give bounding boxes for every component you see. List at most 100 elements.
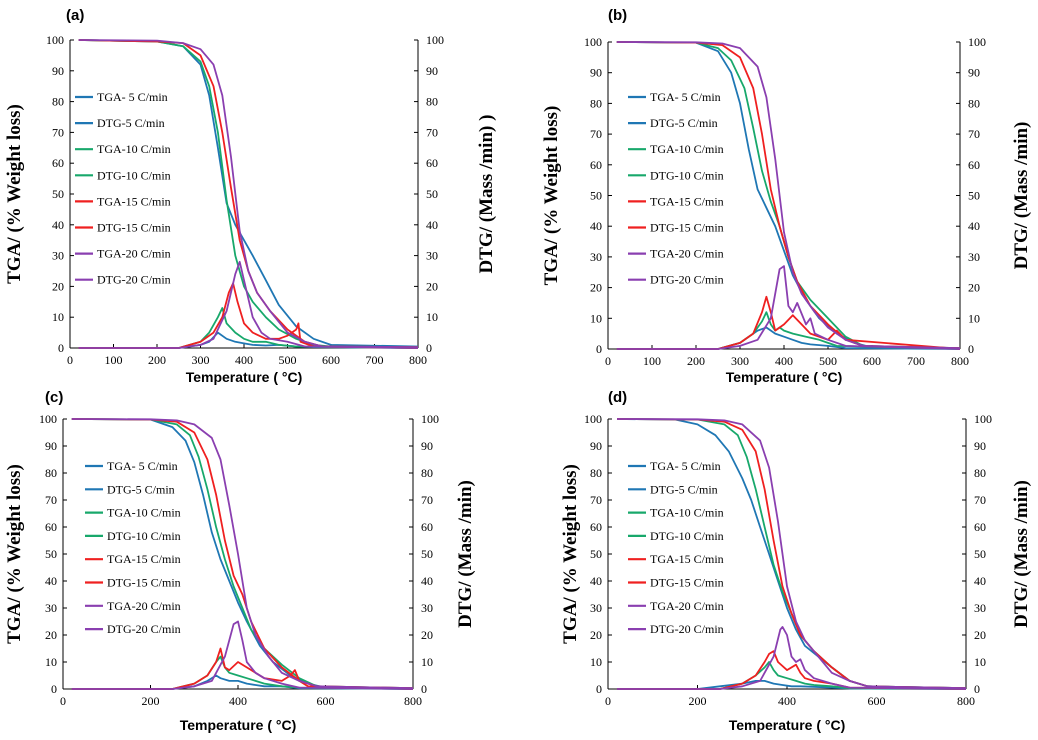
y-tick-label-right: 0: [974, 682, 980, 696]
x-tick-label: 600: [322, 353, 340, 367]
y-tick-label-right: 60: [974, 520, 986, 534]
y-axis-title-left: TGA/ (% Weight loss): [541, 106, 562, 286]
series-line-tga-15-c-min: [616, 418, 967, 690]
legend-label: DTG-15 C/min: [650, 221, 724, 235]
y-axis-title-left: TGA/ (% Weight loss): [560, 464, 581, 644]
series-line-dtg-20-c-min: [78, 260, 419, 349]
y-tick-label-right: 90: [426, 64, 438, 78]
legend-label: DTG-20 C/min: [97, 273, 171, 287]
legend-label: DTG-5 C/min: [107, 482, 175, 496]
y-tick-label-right: 70: [968, 127, 980, 141]
y-tick-label-right: 80: [426, 95, 438, 109]
series-line-tga-20-c-min: [71, 418, 414, 690]
y-tick-label-right: 10: [421, 655, 433, 669]
y-tick-label-left: 70: [52, 125, 64, 139]
y-axis-title-right: DTG/ (Mass /min): [1011, 122, 1032, 270]
y-tick-label-left: 100: [46, 33, 64, 47]
series-line-dtg-20-c-min: [616, 265, 961, 350]
y-tick-label-left: 10: [590, 311, 602, 325]
y-tick-label-right: 70: [974, 493, 986, 507]
y-tick-label-left: 20: [590, 281, 602, 295]
y-tick-label-left: 80: [590, 466, 602, 480]
series-line-dtg-20-c-min: [71, 620, 414, 690]
y-tick-label-left: 0: [58, 341, 64, 355]
legend-label: DTG-10 C/min: [107, 529, 181, 543]
y-tick-label-left: 60: [590, 158, 602, 172]
series-line-dtg-15-c-min: [71, 647, 414, 690]
y-tick-label-right: 90: [974, 439, 986, 453]
y-tick-label-left: 40: [45, 574, 57, 588]
x-tick-label: 500: [279, 353, 297, 367]
y-tick-label-left: 10: [45, 655, 57, 669]
x-axis-title: Temperature ( °C): [729, 717, 846, 733]
y-tick-label-left: 90: [590, 439, 602, 453]
x-tick-label: 100: [105, 353, 123, 367]
y-tick-label-left: 10: [52, 310, 64, 324]
y-tick-label-right: 100: [421, 412, 439, 426]
y-tick-label-right: 60: [421, 520, 433, 534]
y-tick-label-left: 90: [590, 66, 602, 80]
x-tick-label: 0: [67, 353, 73, 367]
y-tick-label-right: 20: [421, 628, 433, 642]
y-tick-label-right: 50: [421, 547, 433, 561]
series-line-dtg-15-c-min: [616, 295, 961, 350]
series-line-tga-15-c-min: [78, 39, 419, 348]
y-tick-label-left: 50: [45, 547, 57, 561]
y-tick-label-right: 50: [426, 187, 438, 201]
y-tick-label-left: 60: [52, 156, 64, 170]
y-tick-label-left: 10: [590, 655, 602, 669]
series-line-dtg-5-c-min: [617, 680, 967, 690]
y-tick-label-right: 30: [426, 249, 438, 263]
y-tick-label-right: 0: [421, 682, 427, 696]
y-tick-label-left: 60: [45, 520, 57, 534]
y-tick-label-right: 90: [421, 439, 433, 453]
x-tick-label: 800: [404, 694, 422, 708]
y-tick-label-left: 100: [39, 412, 57, 426]
y-tick-label-left: 100: [584, 412, 602, 426]
y-tick-label-right: 40: [421, 574, 433, 588]
x-tick-label: 300: [731, 354, 749, 368]
y-tick-label-left: 40: [590, 219, 602, 233]
y-axis-title-right: DTG/ (Mass /min): [1011, 480, 1032, 628]
x-tick-label: 0: [605, 694, 611, 708]
x-tick-label: 600: [317, 694, 335, 708]
x-tick-label: 200: [687, 354, 705, 368]
y-tick-label-left: 50: [590, 547, 602, 561]
x-tick-label: 700: [366, 353, 384, 367]
legend-label: DTG-5 C/min: [650, 482, 718, 496]
x-tick-label: 800: [957, 694, 975, 708]
legend-label: DTG-20 C/min: [107, 622, 181, 636]
legend-label: TGA- 5 C/min: [650, 90, 721, 104]
y-tick-label-right: 90: [968, 66, 980, 80]
series-line-dtg-10-c-min: [617, 661, 967, 690]
y-tick-label-left: 70: [590, 493, 602, 507]
y-tick-label-left: 30: [590, 250, 602, 264]
y-tick-label-left: 40: [590, 574, 602, 588]
legend-label: DTG-20 C/min: [650, 273, 724, 287]
legend-label: TGA-10 C/min: [650, 506, 724, 520]
series-line-dtg-15-c-min: [78, 282, 419, 349]
x-tick-label: 400: [229, 694, 247, 708]
series-line-tga-20-c-min: [616, 41, 961, 349]
panel-label: (b): [608, 7, 627, 24]
y-tick-label-right: 20: [974, 628, 986, 642]
series-line-tga-10-c-min: [71, 418, 414, 690]
y-tick-label-right: 20: [968, 281, 980, 295]
y-tick-label-left: 80: [590, 96, 602, 110]
x-tick-label: 600: [863, 354, 881, 368]
y-axis-title-right: DTG/ (Mass /min) ): [476, 115, 497, 274]
x-tick-label: 200: [148, 353, 166, 367]
y-tick-label-left: 80: [52, 95, 64, 109]
x-tick-label: 400: [778, 694, 796, 708]
x-tick-label: 300: [192, 353, 210, 367]
legend-label: DTG-15 C/min: [650, 576, 724, 590]
legend-label: DTG-5 C/min: [97, 116, 165, 130]
y-tick-label-left: 80: [45, 466, 57, 480]
legend-label: TGA-20 C/min: [650, 247, 724, 261]
y-tick-label-right: 40: [968, 219, 980, 233]
series-line-tga-20-c-min: [616, 418, 967, 690]
